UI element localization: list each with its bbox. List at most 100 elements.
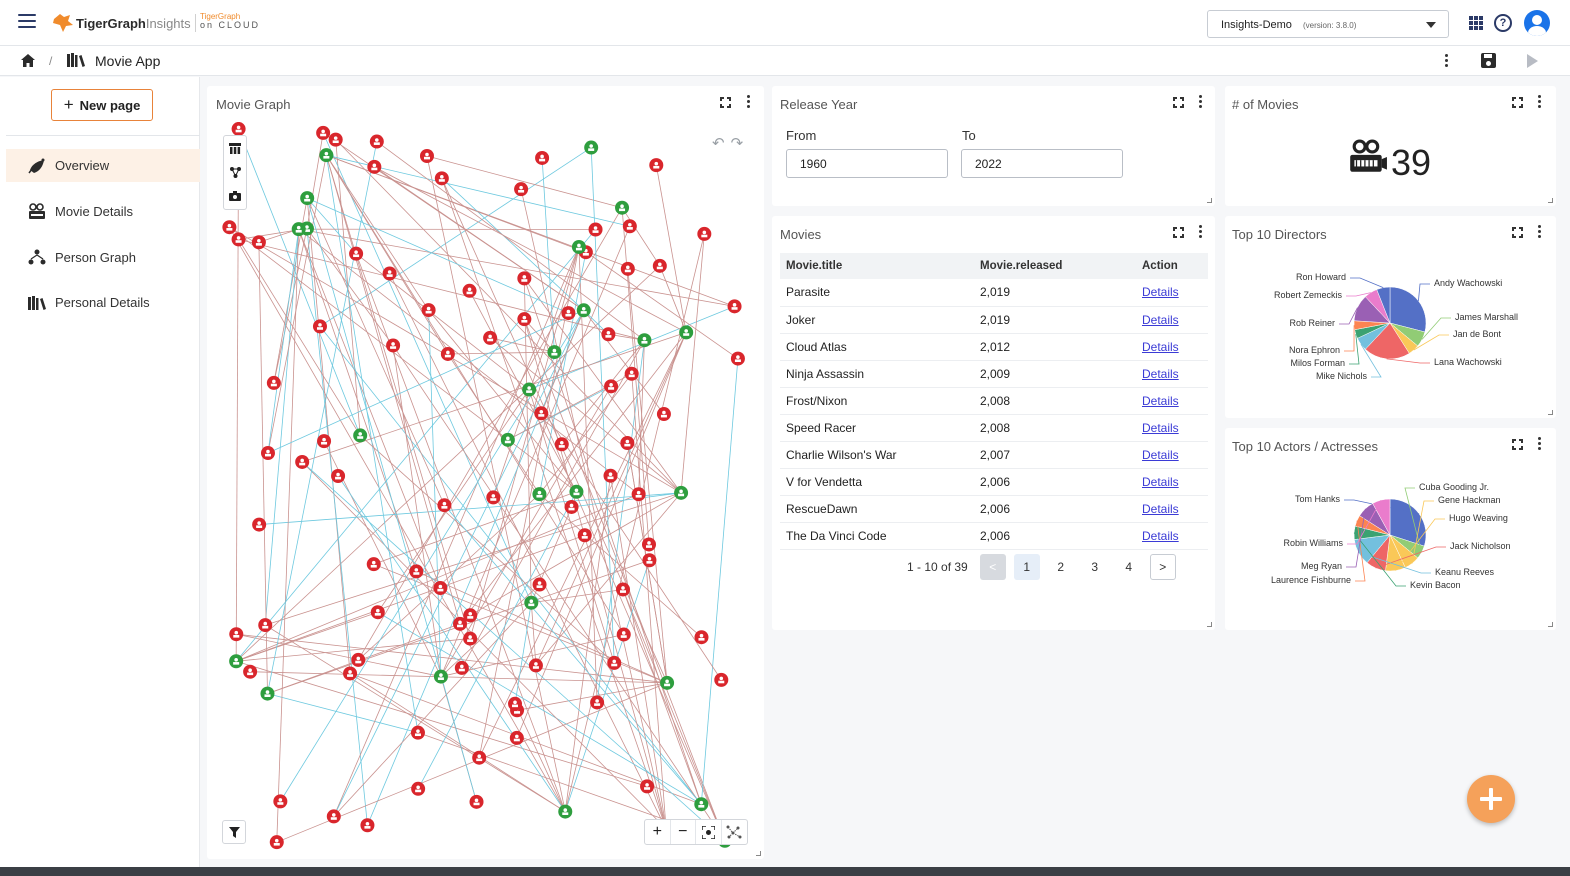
person-node[interactable] [694, 630, 709, 645]
zoom-in-icon[interactable]: + [645, 820, 671, 844]
graph-edge[interactable] [326, 154, 429, 311]
graph-edge[interactable] [492, 246, 580, 498]
panel-more-icon[interactable] [1199, 95, 1203, 110]
movie-node[interactable] [260, 686, 275, 701]
person-node[interactable] [453, 616, 468, 631]
graph-edge[interactable] [367, 310, 585, 826]
graph-edge[interactable] [478, 332, 687, 758]
sidebar-item-movie-details[interactable]: Movie Details [6, 195, 200, 228]
graph-edge[interactable] [306, 197, 357, 254]
graph-edge[interactable] [373, 563, 668, 684]
resize-handle[interactable] [756, 851, 761, 856]
person-node[interactable] [577, 528, 592, 543]
details-link[interactable]: Details [1142, 420, 1179, 435]
movie-node[interactable] [660, 675, 675, 690]
person-node[interactable] [258, 618, 273, 633]
graph-edge[interactable] [516, 682, 668, 711]
workspace-select[interactable]: Insights-Demo (version: 3.8.0) [1207, 10, 1449, 38]
graph-edge[interactable] [349, 673, 566, 812]
graph-edge[interactable] [392, 345, 442, 677]
movie-node[interactable] [291, 222, 306, 237]
resize-handle[interactable] [1548, 410, 1553, 415]
details-link[interactable]: Details [1142, 528, 1179, 543]
movie-node[interactable] [433, 669, 448, 684]
undo-redo-icons[interactable]: ↶↷ [712, 135, 750, 152]
graph-edge[interactable] [417, 491, 577, 789]
graph-edge[interactable] [377, 389, 530, 613]
movie-node[interactable] [615, 200, 630, 215]
person-node[interactable] [517, 271, 532, 286]
movie-node[interactable] [569, 484, 584, 499]
graph-edge[interactable] [265, 624, 566, 812]
person-node[interactable] [641, 537, 656, 552]
table-view-icon[interactable] [224, 137, 246, 159]
graph-edge[interactable] [524, 278, 682, 494]
graph-edge[interactable] [523, 278, 532, 603]
panel-more-icon[interactable] [1538, 225, 1542, 240]
person-node[interactable] [564, 499, 579, 514]
movie-node[interactable] [674, 485, 689, 500]
person-node[interactable] [730, 351, 745, 366]
graph-edge[interactable] [514, 703, 566, 812]
person-node[interactable] [410, 725, 425, 740]
graph-edge[interactable] [273, 228, 308, 383]
graph-edge[interactable] [523, 278, 702, 805]
details-link[interactable]: Details [1142, 339, 1179, 354]
person-node[interactable] [351, 652, 366, 667]
person-node[interactable] [517, 312, 532, 327]
graph-edge[interactable] [319, 326, 702, 805]
graph-edge[interactable] [444, 504, 702, 805]
graph-edge[interactable] [298, 229, 441, 589]
person-node[interactable] [469, 794, 484, 809]
movie-node[interactable] [576, 303, 591, 318]
details-link[interactable]: Details [1142, 447, 1179, 462]
graph-edge[interactable] [564, 560, 650, 812]
person-node[interactable] [243, 664, 258, 679]
graph-edge[interactable] [622, 589, 726, 841]
graph-edge[interactable] [236, 534, 585, 662]
person-node[interactable] [295, 454, 310, 469]
graph-edge[interactable] [301, 461, 726, 842]
details-link[interactable]: Details [1142, 474, 1179, 489]
graph-edge[interactable] [441, 178, 667, 830]
to-year-input[interactable] [961, 149, 1123, 178]
fullscreen-icon[interactable] [1512, 439, 1523, 450]
person-node[interactable] [534, 406, 549, 421]
person-node[interactable] [554, 437, 569, 452]
graph-edge[interactable] [655, 165, 687, 333]
person-node[interactable] [229, 627, 244, 642]
person-node[interactable] [697, 226, 712, 241]
graph-edge[interactable] [236, 660, 648, 787]
graph-edge[interactable] [267, 309, 584, 454]
person-node[interactable] [622, 219, 637, 234]
person-node[interactable] [649, 158, 664, 173]
graph-edge[interactable] [306, 198, 351, 674]
pie-slice[interactable] [1389, 286, 1427, 333]
graph-edge[interactable] [638, 340, 645, 495]
panel-more-icon[interactable] [1538, 437, 1542, 452]
graph-edge[interactable] [539, 493, 702, 638]
graph-edge[interactable] [571, 492, 682, 508]
graph-edge[interactable] [267, 141, 378, 694]
sidebar-item-personal-details[interactable]: Personal Details [6, 286, 200, 319]
person-node[interactable] [360, 818, 375, 833]
person-node[interactable] [535, 150, 550, 165]
person-node[interactable] [409, 564, 424, 579]
graph-edge[interactable] [306, 197, 477, 802]
graph-edge[interactable] [389, 273, 667, 830]
person-node[interactable] [463, 608, 478, 623]
person-node[interactable] [433, 581, 448, 596]
graph-edge[interactable] [535, 492, 682, 666]
graph-edge[interactable] [306, 132, 324, 229]
graph-edge[interactable] [583, 310, 665, 415]
graph-edge[interactable] [535, 332, 687, 666]
graph-edge[interactable] [440, 386, 612, 677]
person-node[interactable] [590, 695, 605, 710]
fullscreen-icon[interactable] [720, 97, 731, 108]
person-node[interactable] [266, 375, 281, 390]
person-node[interactable] [603, 468, 618, 483]
graph-edge[interactable] [621, 207, 661, 267]
graph-edge[interactable] [561, 339, 645, 445]
graph-canvas[interactable] [214, 122, 758, 852]
person-node[interactable] [317, 434, 332, 449]
